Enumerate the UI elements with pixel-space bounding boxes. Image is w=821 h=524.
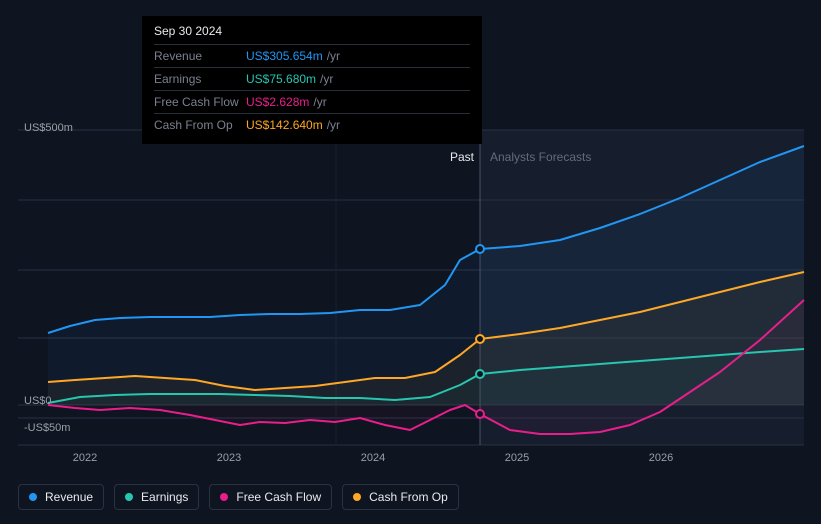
tooltip-value: US$305.654m [246, 49, 323, 63]
tooltip-row: RevenueUS$305.654m/yr [154, 44, 470, 67]
x-axis-tick: 2024 [361, 452, 385, 464]
tooltip-metric: Cash From Op [154, 118, 246, 132]
y-axis-tick: US$500m [24, 122, 73, 134]
tooltip-date: Sep 30 2024 [154, 24, 470, 44]
x-axis-tick: 2022 [73, 452, 97, 464]
legend-dot-icon [29, 493, 37, 501]
tooltip-unit: /yr [320, 72, 333, 86]
legend-item[interactable]: Cash From Op [342, 484, 459, 510]
tooltip-row: EarningsUS$75.680m/yr [154, 67, 470, 90]
tooltip-value: US$142.640m [246, 118, 323, 132]
y-axis-tick: US$0 [24, 395, 52, 407]
legend-dot-icon [220, 493, 228, 501]
tooltip-row: Cash From OpUS$142.640m/yr [154, 113, 470, 136]
tooltip-unit: /yr [327, 118, 340, 132]
y-axis-tick: -US$50m [24, 422, 70, 434]
tooltip-unit: /yr [327, 49, 340, 63]
legend-dot-icon [125, 493, 133, 501]
legend-label: Cash From Op [369, 490, 448, 504]
forecast-label: Analysts Forecasts [490, 150, 591, 164]
x-axis-tick: 2026 [649, 452, 673, 464]
hover-tooltip: Sep 30 2024 RevenueUS$305.654m/yrEarning… [142, 16, 482, 144]
legend-label: Free Cash Flow [236, 490, 321, 504]
past-label: Past [450, 150, 474, 164]
tooltip-value: US$2.628m [246, 95, 309, 109]
legend-dot-icon [353, 493, 361, 501]
tooltip-metric: Earnings [154, 72, 246, 86]
chart-legend: Revenue Earnings Free Cash Flow Cash From O… [18, 484, 459, 510]
tooltip-unit: /yr [313, 95, 326, 109]
legend-item[interactable]: Free Cash Flow [209, 484, 332, 510]
tooltip-metric: Free Cash Flow [154, 95, 246, 109]
legend-label: Earnings [141, 490, 188, 504]
tooltip-metric: Revenue [154, 49, 246, 63]
tooltip-row: Free Cash FlowUS$2.628m/yr [154, 90, 470, 113]
legend-item[interactable]: Revenue [18, 484, 104, 510]
legend-item[interactable]: Earnings [114, 484, 199, 510]
x-axis-tick: 2023 [217, 452, 241, 464]
x-axis-tick: 2025 [505, 452, 529, 464]
legend-label: Revenue [45, 490, 93, 504]
tooltip-value: US$75.680m [246, 72, 316, 86]
